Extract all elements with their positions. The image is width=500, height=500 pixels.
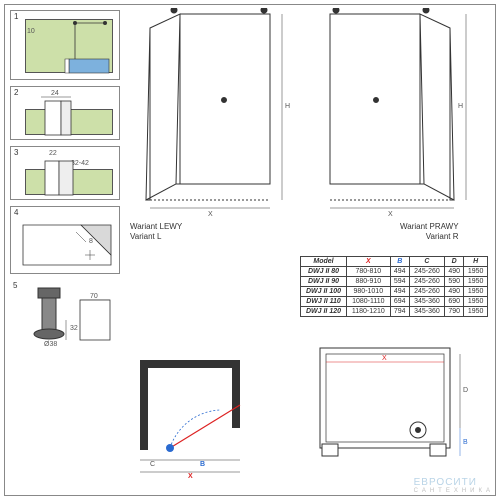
th-h: H	[464, 257, 488, 267]
plan-b: B	[200, 461, 205, 468]
plantop-b: B	[463, 439, 468, 446]
table-head-row: Model X B C D H	[301, 257, 488, 267]
spec-table-wrap: Model X B C D H DWJ II 80780-810494245-2…	[300, 256, 488, 317]
plan-profile: C B X	[130, 350, 290, 480]
variantR-h: H	[458, 103, 463, 110]
watermark: ЕВРОСИТИ САНТЕХНИКА	[414, 477, 494, 494]
variantL-x: X	[208, 211, 213, 218]
table-row: DWJ II 1101080-1110694345-3606901950	[301, 297, 488, 307]
plan-top: X D B	[310, 340, 470, 480]
plantop-x: X	[382, 355, 387, 362]
step-2: 2 24	[10, 86, 120, 140]
step-4-svg: 8	[11, 207, 119, 273]
plan-x: X	[188, 473, 193, 480]
steps-column: 1 20 10 2 24 3	[10, 10, 120, 354]
step5-dia: Ø38	[44, 341, 57, 346]
th-c: C	[409, 257, 444, 267]
variant-right-title: Wariant PRAWY	[400, 222, 459, 232]
step4-dim: 8	[89, 238, 93, 245]
variant-right-label: Wariant PRAWY Variant R	[400, 222, 459, 242]
plantop-d: D	[463, 387, 468, 394]
variant-right-sub: Variant R	[400, 232, 459, 242]
step-4: 4 8	[10, 206, 120, 274]
step5-w: 70	[90, 293, 98, 300]
th-model: Model	[301, 257, 347, 267]
variant-left-label: Wariant LEWY Variant L	[130, 222, 182, 242]
variantR-x: X	[388, 211, 393, 218]
table-row: DWJ II 100980-1010494245-2604901950	[301, 287, 488, 297]
step-3: 3 22 32-42	[10, 146, 120, 200]
variant-left-title: Wariant LEWY	[130, 222, 182, 232]
step-2-svg: 24	[11, 87, 119, 139]
variant-left-diagram: H X	[130, 8, 290, 218]
step2-dim: 24	[51, 90, 59, 97]
step3-dim-b: 32-42	[71, 160, 89, 167]
step-number: 1	[14, 12, 18, 21]
step3-dim-a: 22	[49, 150, 57, 157]
step1-dim-left: 10	[27, 28, 35, 35]
th-b: B	[390, 257, 409, 267]
step1-dim-top: 20	[87, 19, 95, 20]
th-d: D	[445, 257, 464, 267]
watermark-main: ЕВРОСИТИ	[414, 477, 477, 488]
spec-table: Model X B C D H DWJ II 80780-810494245-2…	[300, 256, 488, 317]
page: 1 20 10 2 24 3	[0, 0, 500, 500]
th-x: X	[347, 257, 391, 267]
plan-c: C	[150, 461, 155, 468]
step-3-svg: 22 32-42	[11, 147, 119, 199]
step-1: 1 20 10	[10, 10, 120, 80]
table-row: DWJ II 1201180-1210794345-3607901950	[301, 307, 488, 317]
variant-right-diagram: H X	[310, 8, 470, 218]
step-1-svg: 20 10	[25, 19, 113, 75]
variantL-h: H	[285, 103, 290, 110]
step5-h: 32	[70, 325, 78, 332]
step-5-svg: Ø38 32 70	[10, 280, 118, 346]
table-row: DWJ II 90880-910594245-2605901950	[301, 277, 488, 287]
variant-left-sub: Variant L	[130, 232, 182, 242]
table-row: DWJ II 80780-810494245-2604901950	[301, 267, 488, 277]
step-5: 5 Ø38 32 70	[10, 280, 120, 348]
watermark-sub: САНТЕХНИКА	[414, 488, 494, 494]
